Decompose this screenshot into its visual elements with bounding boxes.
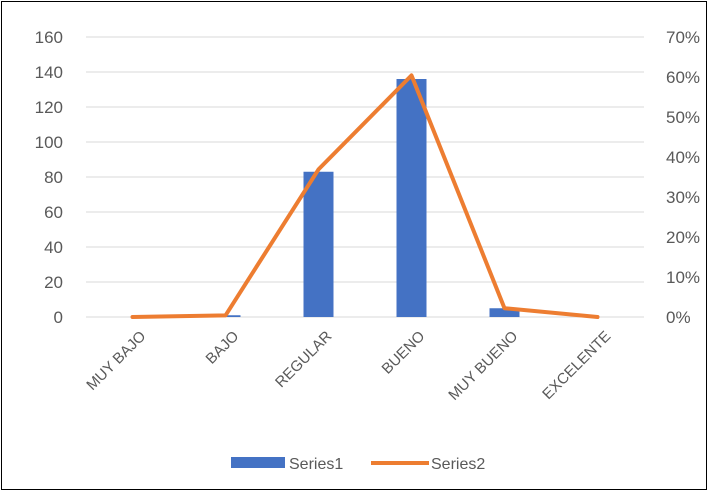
y-left-tick-label: 100	[35, 133, 63, 152]
y-left-tick-label: 40	[44, 238, 63, 257]
x-category-label: REGULAR	[272, 328, 335, 391]
bar-regular	[303, 171, 334, 317]
bar-bueno	[396, 79, 427, 317]
x-category-label: BAJO	[203, 328, 243, 368]
y-axis-left: 0 20 40 60 80 100 120 140 160	[35, 28, 63, 327]
y-axis-right: 0% 10% 20% 30% 40% 50% 60% 70%	[666, 28, 700, 327]
y-left-tick-label: 80	[44, 168, 63, 187]
legend-label-series2: Series2	[431, 456, 485, 473]
y-left-tick-label: 20	[44, 273, 63, 292]
y-left-tick-label: 120	[35, 98, 63, 117]
y-left-tick-label: 140	[35, 63, 63, 82]
y-right-tick-label: 30%	[666, 188, 700, 207]
legend-label-series1: Series1	[289, 456, 343, 473]
x-category-label: MUY BUENO	[445, 328, 521, 404]
y-right-tick-label: 20%	[666, 228, 700, 247]
y-right-tick-label: 10%	[666, 268, 700, 287]
series2-line-group	[130, 73, 600, 319]
x-category-label: EXCELENTE	[539, 328, 614, 403]
y-left-tick-label: 160	[35, 28, 63, 47]
y-right-tick-label: 70%	[666, 28, 700, 47]
y-right-tick-label: 50%	[666, 108, 700, 127]
x-category-label: BUENO	[379, 328, 429, 378]
y-right-tick-label: 60%	[666, 68, 700, 87]
y-right-tick-label: 0%	[666, 308, 691, 327]
legend: Series1 Series2	[231, 456, 485, 473]
y-left-tick-label: 0	[54, 308, 63, 327]
series1-bars	[210, 79, 520, 317]
x-axis-categories: MUY BAJO BAJO REGULAR BUENO MUY BUENO EXCELEN…	[83, 328, 614, 404]
x-category-label: MUY BAJO	[83, 328, 149, 394]
bar-muy-bueno	[489, 308, 520, 317]
gridlines	[86, 36, 644, 318]
series2-line	[130, 73, 600, 319]
y-right-tick-label: 40%	[666, 148, 700, 167]
legend-swatch-series1	[231, 457, 285, 468]
y-left-tick-label: 60	[44, 203, 63, 222]
